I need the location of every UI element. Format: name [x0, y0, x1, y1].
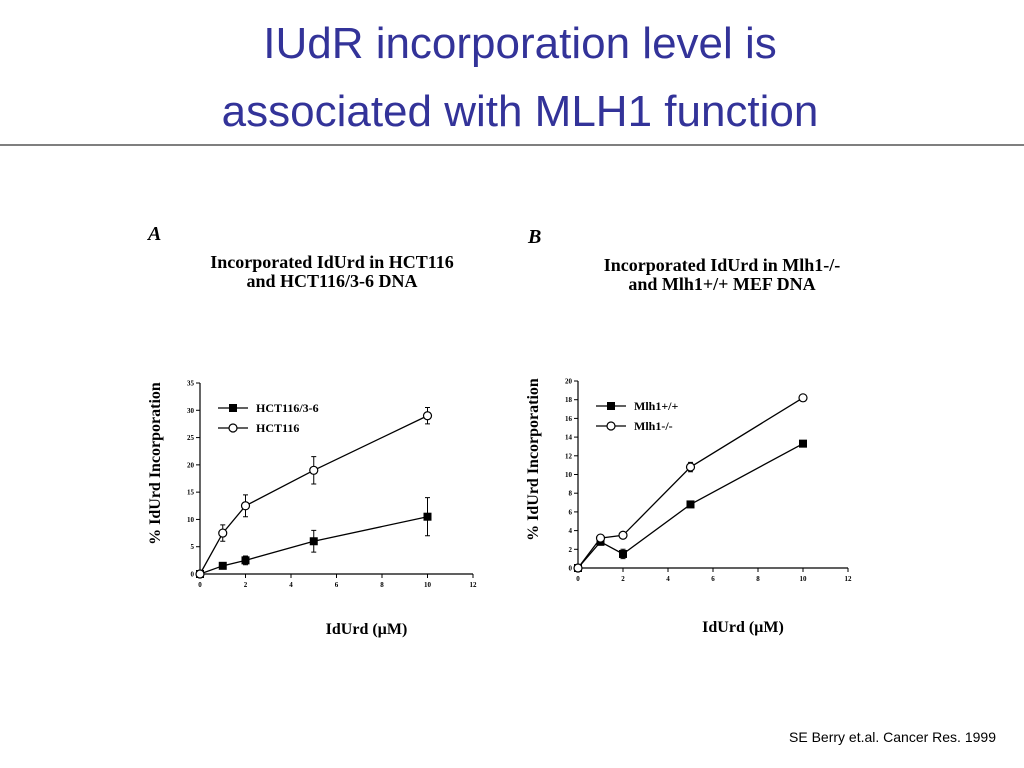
y-axis-label: % IdUrd Incorporation	[147, 382, 164, 545]
data-point	[685, 462, 696, 472]
x-tick-label: 12	[845, 575, 853, 583]
data-point	[686, 500, 695, 509]
x-axis-label: IdUrd (µM)	[326, 621, 408, 638]
data-point	[573, 563, 583, 573]
y-tick-label: 25	[187, 434, 195, 442]
data-point	[309, 537, 318, 546]
x-tick-label: 12	[470, 581, 478, 589]
y-tick-label: 0	[191, 571, 195, 579]
y-tick-label: 15	[187, 489, 195, 497]
chart-title: and HCT116/3-6 DNA	[246, 271, 417, 291]
y-tick-label: 35	[187, 380, 195, 388]
slide-title: associated with MLH1 function	[222, 87, 819, 136]
data-point	[240, 501, 251, 511]
data-point	[618, 530, 628, 540]
data-point	[619, 549, 627, 558]
y-tick-label: 18	[565, 396, 573, 404]
data-point	[195, 569, 205, 579]
x-tick-label: 10	[424, 581, 432, 589]
legend-label: Mlh1+/+	[634, 399, 679, 413]
y-tick-label: 10	[565, 471, 573, 479]
x-tick-label: 6	[335, 581, 339, 589]
data-point	[218, 561, 227, 570]
x-tick-label: 4	[289, 581, 293, 589]
data-point	[218, 528, 228, 538]
legend-label: Mlh1-/-	[634, 419, 673, 433]
x-axis-label: IdUrd (µM)	[702, 619, 784, 636]
y-tick-label: 2	[569, 546, 573, 554]
data-point	[241, 556, 250, 565]
slide-title: IUdR incorporation level is	[263, 19, 777, 68]
y-tick-label: 14	[565, 434, 573, 442]
x-tick-label: 2	[621, 575, 625, 583]
x-tick-label: 8	[756, 575, 760, 583]
chart-title: Incorporated IdUrd in HCT116	[210, 252, 454, 272]
chart-title: and Mlh1+/+ MEF DNA	[628, 274, 815, 294]
y-tick-label: 20	[187, 461, 195, 469]
x-tick-label: 4	[666, 575, 670, 583]
y-tick-label: 12	[565, 452, 573, 460]
data-point	[798, 393, 808, 403]
legend-label: HCT116/3-6	[256, 401, 319, 415]
x-tick-label: 2	[244, 581, 248, 589]
y-tick-label: 8	[569, 490, 573, 498]
y-tick-label: 4	[569, 527, 573, 535]
data-point	[422, 411, 433, 421]
panel-label: B	[527, 226, 541, 248]
x-tick-label: 10	[800, 575, 808, 583]
y-tick-label: 5	[191, 543, 195, 551]
citation: SE Berry et.al. Cancer Res. 1999	[789, 729, 996, 745]
legend-marker	[606, 421, 616, 431]
x-tick-label: 6	[711, 575, 715, 583]
y-tick-label: 16	[565, 415, 573, 423]
data-point	[309, 465, 319, 475]
data-point	[799, 439, 807, 448]
y-tick-label: 30	[187, 407, 195, 415]
data-point	[595, 533, 606, 543]
x-tick-label: 0	[576, 575, 580, 583]
data-point	[423, 512, 432, 521]
y-tick-label: 10	[187, 516, 195, 524]
y-axis-label: % IdUrd Incorporation	[525, 378, 542, 541]
x-tick-label: 0	[198, 581, 202, 589]
chart-title: Incorporated IdUrd in Mlh1-/-	[604, 255, 841, 275]
y-tick-label: 6	[569, 508, 573, 516]
y-tick-label: 20	[565, 378, 573, 386]
legend-marker	[607, 402, 615, 410]
y-tick-label: 0	[569, 565, 573, 573]
x-tick-label: 8	[380, 581, 384, 589]
panel-label: A	[146, 223, 161, 245]
legend-label: HCT116	[256, 421, 299, 435]
legend-marker	[228, 423, 238, 433]
legend-marker	[229, 404, 237, 412]
